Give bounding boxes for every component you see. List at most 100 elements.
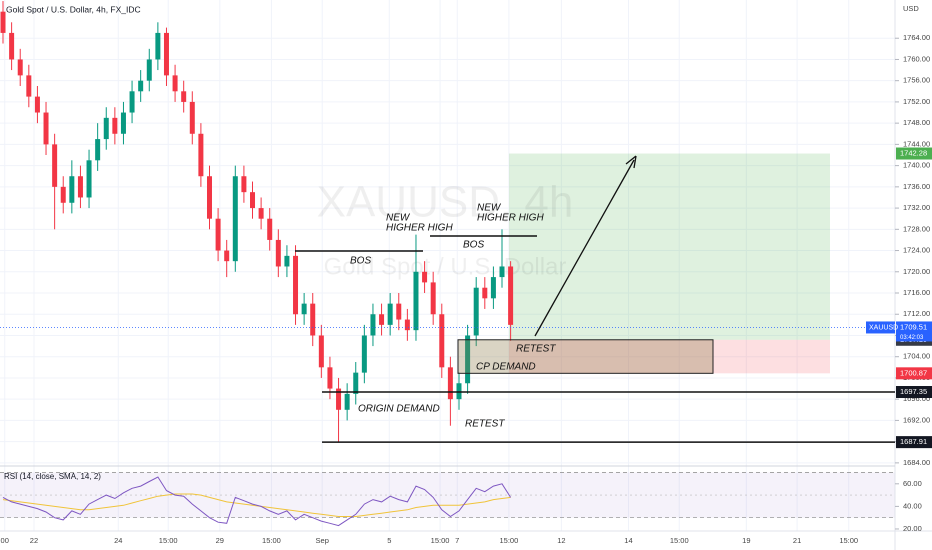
candle-body [396,303,402,320]
annotation: BOS [350,256,371,267]
arrow-shaft [534,159,635,337]
watermark-sub: Gold Spot / U.S. Dollar [324,253,567,280]
x-tick-label: 00 [1,536,9,545]
candle-body [163,32,169,76]
price-label: 1709.51 [900,322,927,331]
y-tick-label: 1684.00 [903,458,930,467]
x-tick-label: 15:00 [670,536,689,545]
arrow-head [625,155,637,169]
candle-body [26,75,32,97]
annotation: HIGHER HIGH [386,223,453,234]
candle-body [120,112,126,134]
x-tick-label: 15:00 [500,536,519,545]
annotation: RETEST [465,419,505,430]
target-zone [509,153,830,340]
candle-body [112,117,118,134]
price-label: 1687.91 [900,437,927,446]
rsi-label: RSI (14, close, SMA, 14, 2) [4,472,101,481]
countdown-bg [896,332,932,342]
price-label: 1700.87 [900,368,927,377]
candle-body [422,271,428,283]
candle-body [327,367,333,389]
candle-body [267,218,273,240]
candle-body [0,11,6,33]
candle-body [60,186,66,203]
price-label-bg [896,147,932,160]
candle-body [430,282,436,315]
y-tick-label: 1704.00 [903,352,930,361]
price-label-bg [896,367,932,380]
currency: USD [903,4,919,13]
rsi-tick-label: 20.00 [903,524,922,533]
annotation: CP DEMAND [476,362,536,373]
annotation: NEW [477,203,502,214]
rsi-tick-label: 60.00 [903,479,922,488]
x-tick-label: Sep [316,536,329,545]
candle-body [215,218,221,251]
candle-body [473,287,479,336]
price-label: 1742.28 [900,148,927,157]
candle-body [181,91,187,102]
cp-demand-box [457,339,714,374]
x-tick-label: 14 [624,536,632,545]
y-tick-label: 1716.00 [903,288,930,297]
rsi-tick-label: 40.00 [903,501,922,510]
chart-title: Gold Spot / U.S. Dollar, 4h, FX_IDC [6,4,141,14]
price-label: 1697.35 [900,387,927,396]
candle-body [482,287,488,299]
annotation: ORIGIN DEMAND [358,404,440,415]
candle-body [284,255,290,267]
candle-body [69,176,75,203]
candle-body [439,314,445,368]
candle-body [155,32,161,60]
candle-body [387,303,393,325]
candle-body [95,139,101,161]
candle-body [52,144,58,187]
candle-body [379,314,385,325]
candle-body [189,101,195,134]
x-tick-label: 24 [114,536,122,545]
y-tick-label: 1748.00 [903,118,930,127]
y-tick-label: 1740.00 [903,161,930,170]
candle-body [353,372,359,394]
annotation: NEW [386,213,411,224]
candle-body [344,393,350,410]
candle-body [241,176,247,193]
y-tick-label: 1764.00 [903,33,930,42]
candle-body [43,112,49,145]
candle-body [293,255,299,315]
price-label-bg [896,436,932,449]
candle-body [318,335,324,368]
y-tick-label: 1692.00 [903,415,930,424]
candle-body [404,319,410,331]
y-tick-label: 1696.00 [903,394,930,403]
x-tick-label: 15:00 [159,536,178,545]
y-tick-label: 1724.00 [903,246,930,255]
annotation: RETEST [516,344,556,355]
x-tick-label: 7 [455,536,459,545]
x-tick-label: 15:00 [839,536,858,545]
y-tick-label: 1760.00 [903,54,930,63]
candle-body [146,59,152,81]
x-tick-label: 15:00 [431,536,450,545]
y-tick-label: 1744.00 [903,139,930,148]
candle-body [370,314,376,336]
candle-body [250,192,256,209]
y-tick-label: 1732.00 [903,203,930,212]
candle-body [361,335,367,373]
candle-body [224,250,230,262]
x-tick-label: 19 [742,536,750,545]
x-tick-label: 5 [387,536,391,545]
x-tick-label: 29 [216,536,224,545]
price-label-bg [896,321,932,334]
y-tick-label: 1728.00 [903,224,930,233]
candle-body [336,388,342,410]
rsi-ma-line [2,493,511,517]
candle-body [129,91,135,113]
symbol-tag-bg [866,321,895,334]
candle-body [301,303,307,315]
candle-body [138,80,144,92]
x-tick-label: 15:00 [262,536,281,545]
